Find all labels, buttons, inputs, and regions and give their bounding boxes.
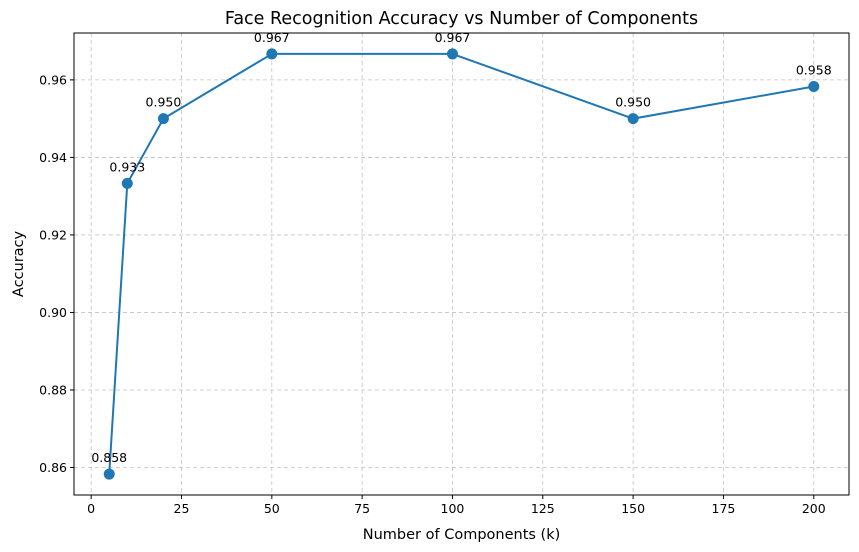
y-tick-label: 0.90 [39,305,67,320]
data-label: 0.967 [435,30,471,45]
grid-lines [74,33,849,495]
y-tick-label: 0.88 [39,382,67,397]
data-label: 0.933 [109,159,145,174]
data-point [627,113,639,125]
chart-title: Face Recognition Accuracy vs Number of C… [225,9,698,29]
plot-area [74,33,849,495]
x-tick-label: 150 [621,501,645,516]
y-tick-label: 0.86 [39,460,67,475]
y-tick-label: 0.96 [39,72,67,87]
data-label: 0.950 [615,95,651,110]
data-point [121,177,133,189]
x-tick-label: 125 [531,501,555,516]
y-axis-label: Accuracy [11,230,27,297]
x-tick-label: 25 [174,501,190,516]
x-tick-label: 0 [87,501,95,516]
data-label: 0.967 [254,30,290,45]
x-tick-label: 75 [354,501,370,516]
data-label: 0.950 [146,95,182,110]
y-tick-label: 0.94 [39,150,67,165]
x-axis-label: Number of Components (k) [363,527,561,543]
axis-ticks: 0 25 50 75 100 125 150 175 200 0.86 0.88 0.90 0.92 0.… [39,72,826,516]
x-tick-label: 50 [264,501,280,516]
data-label: 0.958 [796,62,832,77]
x-tick-label: 100 [441,501,465,516]
x-tick-label: 175 [712,501,736,516]
series-layer [103,48,820,480]
data-point [808,80,820,92]
data-point [103,468,115,480]
data-point [446,48,458,60]
y-tick-label: 0.92 [39,227,67,242]
x-tick-label: 200 [802,501,826,516]
plot-frame [73,32,850,496]
data-labels: 0.858 0.933 0.950 0.967 0.967 0.950 0.958 [91,30,831,465]
data-label: 0.858 [91,450,127,465]
data-point [157,113,169,125]
data-point [266,48,278,60]
